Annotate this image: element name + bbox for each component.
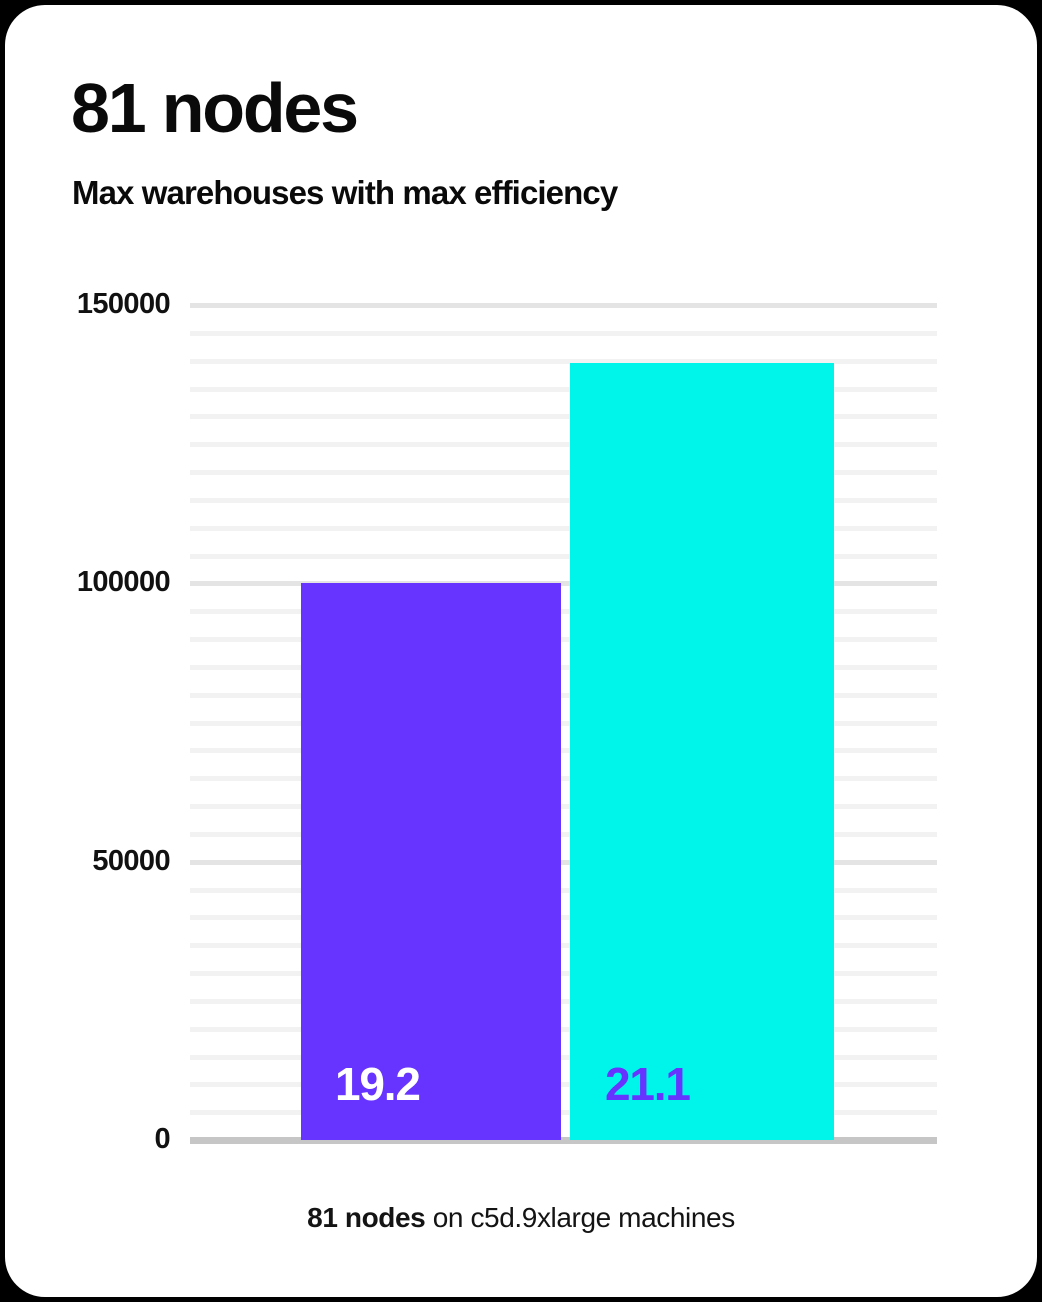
gridline-minor [190, 470, 937, 475]
caption-rest: on c5d.9xlarge machines [425, 1202, 736, 1233]
gridline-minor [190, 637, 937, 642]
chart-card: 81 nodes Max warehouses with max efficie… [5, 5, 1037, 1297]
y-axis-tick: 100000 [50, 568, 171, 597]
gridline-minor [190, 1082, 937, 1088]
gridline-minor [190, 386, 937, 392]
gridline-minor [190, 776, 937, 782]
chart-caption: 81 nodes on c5d.9xlarge machines [5, 1201, 1037, 1235]
gridline-minor [190, 414, 937, 420]
page-subtitle: Max warehouses with max efficiency [72, 174, 618, 211]
gridline-minor [190, 943, 937, 949]
gridline-minor [190, 358, 937, 364]
gridline-major [190, 581, 937, 587]
bar-chart: 0 50000 100000 150000 19.2 21.1 [5, 5, 1037, 1297]
gridline-minor [190, 664, 937, 670]
y-axis-tick: 150000 [50, 290, 171, 319]
y-axis-tick: 0 [50, 1125, 170, 1154]
y-axis-tick-label: 0 [154, 1123, 170, 1155]
caption-bold: 81 nodes [307, 1202, 426, 1233]
y-axis-tick-label: 50000 [92, 844, 170, 877]
bar[interactable] [570, 363, 834, 1140]
y-axis-tick-label: 100000 [76, 566, 171, 599]
gridline-minor [190, 831, 937, 837]
gridline-minor [190, 1026, 937, 1032]
bar-value-label: 19.2 [335, 1058, 421, 1110]
gridline-minor [190, 692, 937, 698]
gridline-minor [190, 497, 937, 503]
bar-value-label: 21.1 [605, 1058, 691, 1110]
gridline-minor [190, 442, 937, 448]
gridline-major [190, 859, 937, 865]
gridline-minor [190, 915, 937, 921]
x-axis-line [190, 1137, 937, 1144]
gridline-minor [190, 1110, 937, 1116]
gridline-minor [190, 998, 937, 1004]
y-axis-tick-label: 150000 [76, 288, 171, 320]
gridline-major [190, 303, 937, 308]
gridline-minor [190, 553, 937, 559]
gridline-minor [190, 609, 937, 615]
page-title: 81 nodes [71, 69, 359, 147]
gridline-minor [190, 887, 937, 893]
gridline-minor [190, 971, 937, 976]
y-axis-tick: 50000 [50, 846, 170, 875]
bar[interactable] [301, 583, 561, 1140]
gridline-minor [190, 720, 937, 726]
gridline-minor [190, 525, 937, 531]
gridline-minor [190, 804, 937, 809]
gridline-minor [190, 330, 937, 336]
gridline-minor [190, 1054, 937, 1060]
gridline-minor [190, 748, 937, 754]
